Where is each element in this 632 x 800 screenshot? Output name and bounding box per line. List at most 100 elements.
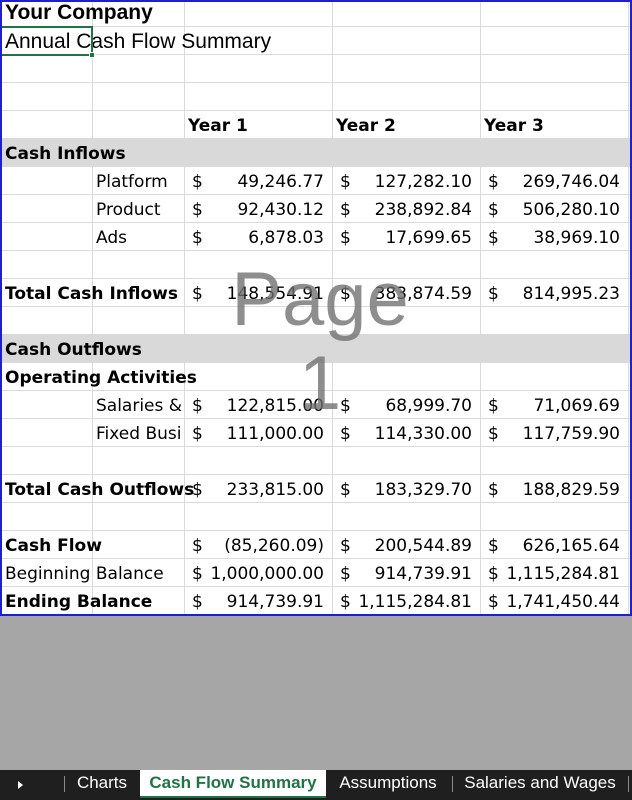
currency-symbol: $ <box>192 564 203 584</box>
currency-symbol: $ <box>192 284 203 304</box>
value-fixed-business-year-3[interactable]: 117,759.90 <box>522 424 620 444</box>
value-salaries-year-1[interactable]: 122,815.00 <box>226 396 324 416</box>
value-fixed-business-year-1[interactable]: 111,000.00 <box>226 424 324 444</box>
currency-symbol: $ <box>192 536 203 556</box>
currency-symbol: $ <box>340 396 351 416</box>
selected-cell[interactable] <box>0 26 93 56</box>
value-total-inflows-year-3[interactable]: 814,995.23 <box>522 284 620 304</box>
row-label-product[interactable]: Product <box>96 200 161 220</box>
year-2-header[interactable]: Year 2 <box>336 116 396 136</box>
gridline <box>0 110 632 111</box>
gridline <box>184 0 185 616</box>
year-1-header[interactable]: Year 1 <box>188 116 248 136</box>
row-label-fixed-business[interactable]: Fixed Busi <box>96 424 182 444</box>
currency-symbol: $ <box>192 396 203 416</box>
value-ending-balance-year-1[interactable]: 914,739.91 <box>226 592 324 612</box>
gridline <box>628 0 629 616</box>
currency-symbol: $ <box>488 396 499 416</box>
tab-cash-flow-summary[interactable]: Cash Flow Summary <box>140 770 326 798</box>
value-salaries-year-2[interactable]: 68,999.70 <box>385 396 472 416</box>
total-cash-inflows-label[interactable]: Total Cash Inflows <box>5 284 178 304</box>
currency-symbol: $ <box>488 564 499 584</box>
value-platform-year-3[interactable]: 269,746.04 <box>522 172 620 192</box>
tab-separator <box>452 776 453 792</box>
currency-symbol: $ <box>488 424 499 444</box>
tab-salaries-and-wages[interactable]: Salaries and Wages <box>464 773 616 792</box>
currency-symbol: $ <box>488 284 499 304</box>
print-area-border <box>0 0 632 616</box>
value-ads-year-3[interactable]: 38,969.10 <box>533 228 620 248</box>
gridline <box>0 166 632 167</box>
play-arrow-icon[interactable] <box>12 777 28 793</box>
value-cash-flow-year-1[interactable]: (85,260.09) <box>224 536 324 556</box>
currency-symbol: $ <box>488 200 499 220</box>
gridline <box>0 222 632 223</box>
value-total-outflows-year-2[interactable]: 183,329.70 <box>374 480 472 500</box>
gridline <box>0 278 632 279</box>
value-beginning-balance-year-2[interactable]: 914,739.91 <box>374 564 472 584</box>
gridline <box>0 530 632 531</box>
value-total-inflows-year-1[interactable]: 148,554.91 <box>226 284 324 304</box>
value-fixed-business-year-2[interactable]: 114,330.00 <box>374 424 472 444</box>
beginning-balance-label[interactable]: Beginning Balance <box>5 564 164 584</box>
currency-symbol: $ <box>340 480 351 500</box>
value-beginning-balance-year-3[interactable]: 1,115,284.81 <box>506 564 620 584</box>
currency-symbol: $ <box>488 172 499 192</box>
gridline <box>0 82 632 83</box>
row-label-platform[interactable]: Platform <box>96 172 168 192</box>
gridline <box>332 0 333 616</box>
currency-symbol: $ <box>340 564 351 584</box>
currency-symbol: $ <box>488 536 499 556</box>
currency-symbol: $ <box>340 592 351 612</box>
gridline <box>0 250 632 251</box>
gridline <box>0 502 632 503</box>
value-salaries-year-3[interactable]: 71,069.69 <box>533 396 620 416</box>
gridline <box>0 54 632 55</box>
value-ads-year-2[interactable]: 17,699.65 <box>385 228 472 248</box>
value-total-inflows-year-2[interactable]: 383,874.59 <box>374 284 472 304</box>
fill-handle[interactable] <box>89 52 95 58</box>
row-label-ads[interactable]: Ads <box>96 228 127 248</box>
gridline <box>0 558 632 559</box>
currency-symbol: $ <box>488 592 499 612</box>
gridline <box>0 194 632 195</box>
gridline <box>0 306 632 307</box>
currency-symbol: $ <box>488 228 499 248</box>
currency-symbol: $ <box>192 200 203 220</box>
currency-symbol: $ <box>340 284 351 304</box>
year-3-header[interactable]: Year 3 <box>484 116 544 136</box>
gridline <box>0 362 632 363</box>
value-cash-flow-year-2[interactable]: 200,544.89 <box>374 536 472 556</box>
value-ads-year-1[interactable]: 6,878.03 <box>248 228 324 248</box>
operating-activities-label[interactable]: Operating Activities <box>5 368 197 388</box>
section-band-inflows <box>0 138 632 166</box>
value-total-outflows-year-1[interactable]: 233,815.00 <box>226 480 324 500</box>
value-product-year-1[interactable]: 92,430.12 <box>237 200 324 220</box>
company-name[interactable]: Your Company <box>5 1 153 24</box>
tab-assumptions[interactable]: Assumptions <box>339 773 437 792</box>
cash-outflows-header[interactable]: Cash Outflows <box>5 340 142 360</box>
tab-charts[interactable]: Charts <box>76 773 128 792</box>
gridline <box>92 0 93 616</box>
gridline <box>0 26 632 27</box>
value-platform-year-1[interactable]: 49,246.77 <box>237 172 324 192</box>
value-product-year-2[interactable]: 238,892.84 <box>374 200 472 220</box>
currency-symbol: $ <box>340 172 351 192</box>
value-ending-balance-year-2[interactable]: 1,115,284.81 <box>358 592 472 612</box>
sheet-title[interactable]: Annual Cash Flow Summary <box>5 30 272 53</box>
value-product-year-3[interactable]: 506,280.10 <box>522 200 620 220</box>
value-ending-balance-year-3[interactable]: 1,741,450.44 <box>506 592 620 612</box>
value-total-outflows-year-3[interactable]: 188,829.59 <box>522 480 620 500</box>
spreadsheet-grid[interactable]: Your Company Annual Cash Flow Summary Ye… <box>0 0 632 616</box>
gridline <box>0 586 632 587</box>
value-cash-flow-year-3[interactable]: 626,165.64 <box>522 536 620 556</box>
total-cash-outflows-label[interactable]: Total Cash Outflows <box>5 480 195 500</box>
value-platform-year-2[interactable]: 127,282.10 <box>374 172 472 192</box>
cash-flow-label[interactable]: Cash Flow <box>5 536 102 556</box>
ending-balance-label[interactable]: Ending Balance <box>5 592 153 612</box>
gridline <box>0 418 632 419</box>
cash-inflows-header[interactable]: Cash Inflows <box>5 144 126 164</box>
row-label-salaries[interactable]: Salaries & <box>96 396 183 416</box>
gridline <box>0 474 632 475</box>
value-beginning-balance-year-1[interactable]: 1,000,000.00 <box>210 564 324 584</box>
